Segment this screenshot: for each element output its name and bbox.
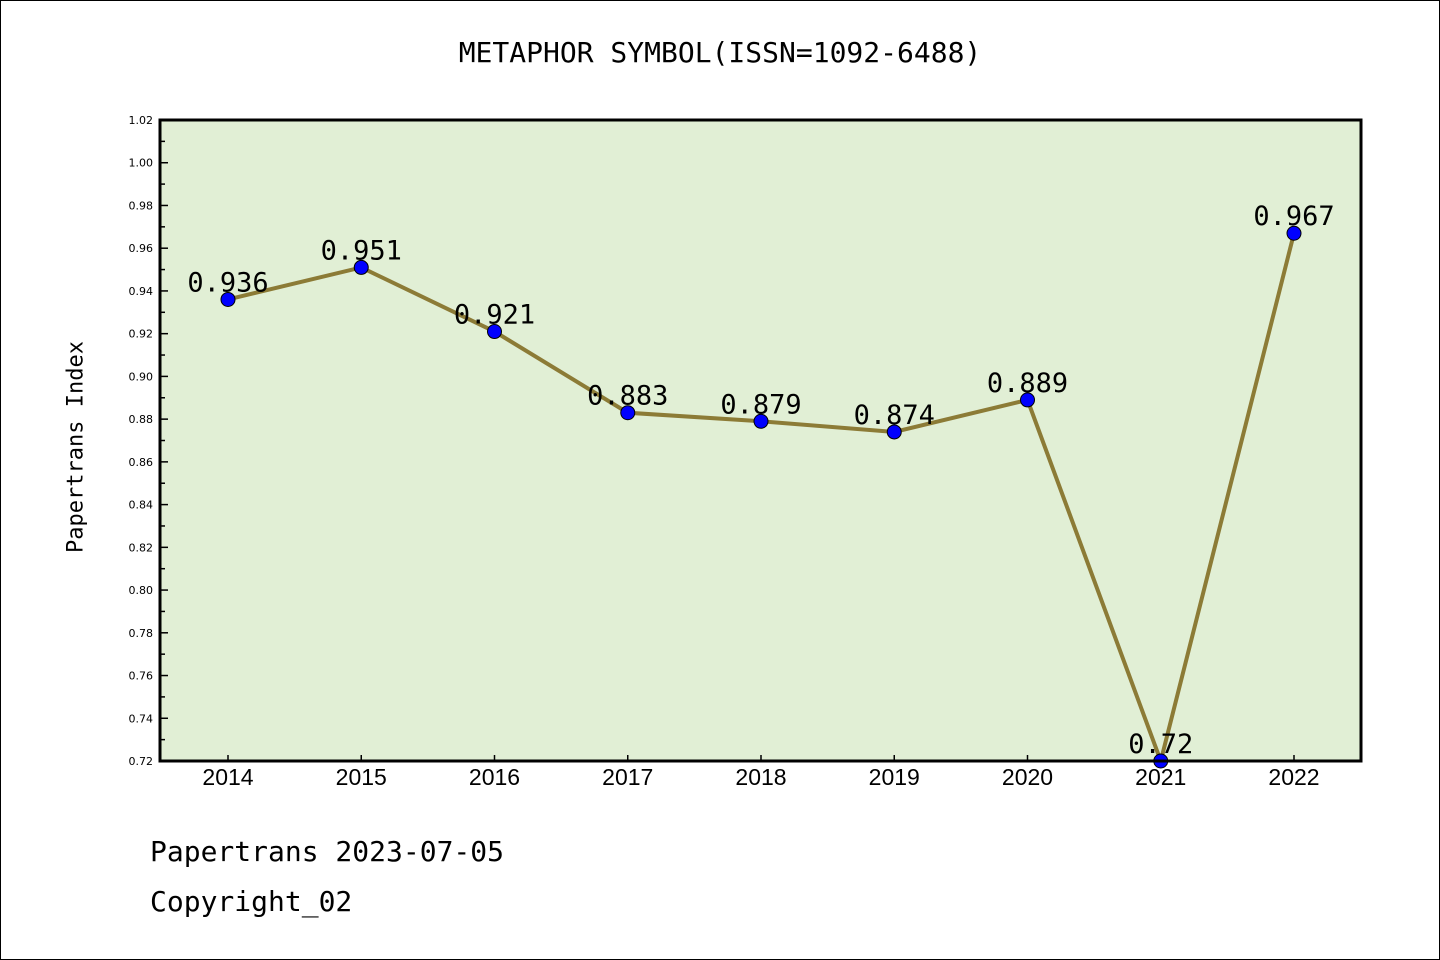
y-tick-label: 0.84 bbox=[129, 499, 154, 512]
x-tick-label: 2019 bbox=[869, 764, 920, 790]
y-tick-label: 0.98 bbox=[129, 199, 154, 212]
data-point bbox=[220, 291, 236, 307]
plot-border bbox=[158, 118, 1363, 763]
y-tick-label: 1.00 bbox=[129, 157, 154, 170]
y-tick-label: 1.02 bbox=[129, 114, 154, 127]
y-tick-label: 0.74 bbox=[129, 712, 154, 725]
x-tick-label: 2020 bbox=[1002, 764, 1053, 790]
data-point bbox=[886, 424, 902, 440]
data-point bbox=[753, 413, 769, 429]
x-tick-label: 2016 bbox=[469, 764, 520, 790]
y-tick-label: 0.90 bbox=[129, 370, 154, 383]
footer-copyright: Copyright_02 bbox=[150, 885, 353, 918]
data-point bbox=[1286, 225, 1302, 241]
x-tick-label: 2018 bbox=[735, 764, 786, 790]
y-tick-label: 0.76 bbox=[129, 670, 154, 683]
x-tick-label: 2017 bbox=[602, 764, 653, 790]
y-tick-label: 0.88 bbox=[129, 413, 154, 426]
x-tick-label: 2014 bbox=[202, 764, 253, 790]
data-point bbox=[487, 324, 502, 340]
x-tick-label: 2022 bbox=[1268, 764, 1319, 790]
y-tick-label: 0.94 bbox=[129, 285, 154, 298]
data-point bbox=[1020, 392, 1035, 408]
y-tick-label: 0.80 bbox=[129, 584, 154, 597]
data-point bbox=[620, 405, 636, 421]
data-label: 0.72 bbox=[1128, 729, 1193, 760]
x-tick-label: 2015 bbox=[336, 764, 387, 790]
y-tick-label: 0.78 bbox=[129, 627, 154, 640]
data-label: 0.951 bbox=[321, 235, 402, 266]
y-tick-label: 0.86 bbox=[129, 456, 154, 469]
y-tick-label: 0.96 bbox=[129, 242, 154, 255]
y-tick-label: 0.92 bbox=[129, 328, 154, 341]
data-label: 0.879 bbox=[720, 389, 801, 420]
footer-date: Papertrans 2023-07-05 bbox=[150, 835, 505, 868]
data-label: 0.921 bbox=[454, 300, 535, 331]
chart-title: METAPHOR SYMBOL(ISSN=1092-6488) bbox=[458, 36, 982, 69]
data-label: 0.889 bbox=[987, 368, 1068, 399]
plot-area bbox=[160, 120, 1361, 761]
data-label: 0.883 bbox=[587, 381, 668, 412]
data-point bbox=[353, 259, 369, 275]
data-label: 0.936 bbox=[187, 267, 268, 298]
y-tick-label: 0.72 bbox=[129, 755, 154, 768]
y-tick-label: 0.82 bbox=[129, 541, 154, 554]
data-label: 0.967 bbox=[1253, 201, 1334, 232]
data-label: 0.874 bbox=[854, 400, 935, 431]
